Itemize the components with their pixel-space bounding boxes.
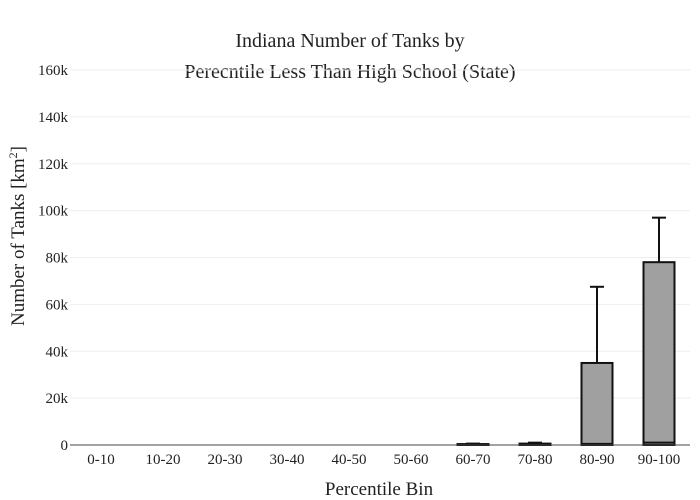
x-tick-label: 40-50	[332, 452, 367, 468]
y-axis-title-superscript: 2	[6, 152, 20, 158]
x-tick-label: 50-60	[394, 452, 429, 468]
y-tick-label: 140k	[38, 110, 69, 126]
y-tick-label: 100k	[38, 204, 69, 220]
y-tick-label: 0	[61, 438, 69, 454]
y-axis-title-close: ]	[8, 146, 29, 152]
bars	[456, 216, 676, 446]
y-tick-label: 120k	[38, 157, 69, 173]
x-tick-label: 90-100	[638, 452, 681, 468]
y-tick-label: 80k	[46, 251, 69, 267]
y-tick-label: 20k	[46, 391, 69, 407]
x-tick-label: 60-70	[456, 452, 491, 468]
y-axis-title: Number of Tanks [km2]	[6, 146, 29, 326]
chart-title-line-2: Perecntile Less Than High School (State)	[184, 61, 516, 83]
y-tick-label: 160k	[38, 63, 69, 79]
x-tick-label: 0-10	[87, 452, 115, 468]
bar-90-100	[642, 261, 676, 446]
y-tick-label: 40k	[46, 344, 69, 360]
axes: 0 20k 40k 60k 80k 100k 120k 140k 160k 0-10 10-20 20…	[38, 63, 690, 468]
y-tick-label: 60k	[46, 297, 69, 313]
bar-80-90	[580, 361, 614, 446]
x-tick-label: 20-30	[208, 452, 243, 468]
x-tick-label: 80-90	[580, 452, 615, 468]
y-axis-title-main: Number of Tanks [km	[8, 158, 29, 326]
x-tick-label: 30-40	[270, 452, 305, 468]
x-tick-label: 70-80	[518, 452, 553, 468]
x-tick-label: 10-20	[146, 452, 181, 468]
x-axis-title: Percentile Bin	[325, 479, 434, 500]
chart-title-line-1: Indiana Number of Tanks by	[235, 30, 465, 52]
